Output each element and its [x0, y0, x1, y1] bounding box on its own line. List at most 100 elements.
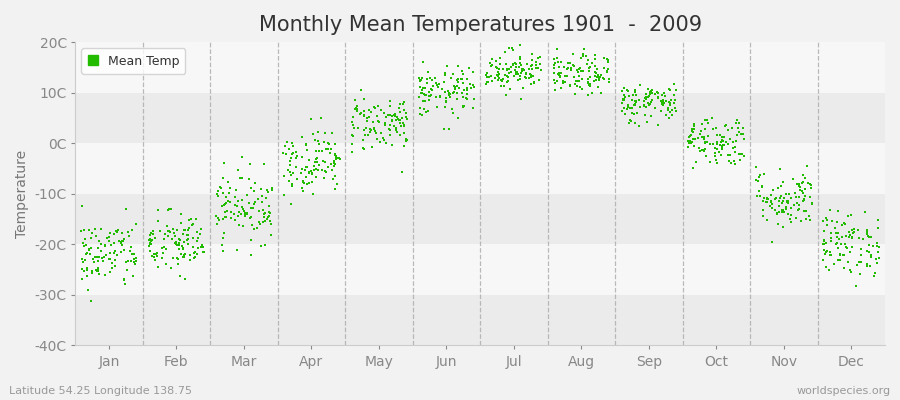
- Point: [81, 287, 95, 293]
- Point: [346, 132, 360, 138]
- Point: [629, 99, 643, 105]
- Point: [520, 61, 535, 68]
- Point: [196, 243, 211, 250]
- Point: [718, 139, 733, 145]
- Point: [377, 110, 392, 116]
- Point: [830, 239, 844, 246]
- Point: [845, 227, 859, 233]
- Point: [500, 78, 515, 84]
- Point: [831, 245, 845, 252]
- Point: [377, 136, 392, 143]
- Point: [362, 106, 376, 113]
- Point: [663, 102, 678, 108]
- Point: [851, 259, 866, 265]
- Point: [629, 98, 643, 104]
- Point: [581, 64, 596, 71]
- Point: [525, 62, 539, 68]
- Point: [625, 109, 639, 116]
- Point: [724, 160, 738, 167]
- Point: [854, 246, 868, 252]
- Point: [602, 79, 616, 86]
- Point: [210, 191, 224, 198]
- Point: [294, 154, 309, 160]
- Point: [551, 59, 565, 65]
- Point: [521, 74, 535, 81]
- Point: [519, 70, 534, 76]
- Point: [592, 76, 607, 82]
- Point: [295, 185, 310, 192]
- Point: [640, 119, 654, 126]
- Point: [117, 276, 131, 283]
- Point: [249, 225, 264, 231]
- Point: [85, 270, 99, 276]
- Point: [417, 90, 431, 97]
- Point: [456, 102, 471, 109]
- Point: [616, 88, 630, 94]
- Point: [583, 64, 598, 70]
- Point: [248, 188, 262, 194]
- Point: [512, 64, 526, 70]
- Point: [397, 107, 411, 114]
- Point: [632, 122, 646, 129]
- Point: [691, 134, 706, 141]
- Point: [597, 55, 611, 61]
- Point: [260, 216, 274, 222]
- Point: [716, 134, 731, 140]
- Point: [142, 240, 157, 246]
- Point: [860, 248, 874, 254]
- Point: [422, 92, 436, 99]
- Point: [737, 152, 751, 159]
- Point: [211, 215, 225, 222]
- Point: [212, 184, 227, 190]
- Point: [692, 148, 706, 154]
- Point: [847, 226, 861, 232]
- Point: [155, 244, 169, 251]
- Point: [400, 116, 414, 122]
- Point: [454, 76, 469, 83]
- Point: [514, 96, 528, 102]
- Point: [399, 114, 413, 120]
- Point: [626, 102, 641, 108]
- Point: [258, 218, 273, 224]
- Point: [556, 77, 571, 84]
- Point: [593, 72, 608, 78]
- Point: [395, 169, 410, 176]
- Point: [98, 272, 112, 278]
- Point: [146, 231, 160, 237]
- Point: [295, 178, 310, 184]
- Point: [212, 217, 226, 223]
- Point: [860, 232, 875, 239]
- Point: [560, 73, 574, 80]
- Point: [716, 142, 730, 148]
- Point: [392, 116, 407, 123]
- Point: [796, 172, 811, 178]
- Point: [866, 242, 880, 249]
- Point: [389, 127, 403, 133]
- Point: [158, 261, 173, 268]
- Point: [781, 211, 796, 217]
- Point: [189, 237, 203, 244]
- Point: [697, 148, 711, 154]
- Point: [413, 84, 428, 90]
- Point: [309, 166, 323, 172]
- Point: [84, 235, 98, 241]
- Point: [567, 63, 581, 70]
- Point: [659, 98, 673, 104]
- Point: [842, 234, 856, 240]
- Point: [831, 230, 845, 236]
- Point: [776, 198, 790, 204]
- Point: [256, 206, 270, 213]
- Point: [124, 258, 139, 264]
- Point: [562, 82, 577, 88]
- Bar: [75, 42, 885, 93]
- Point: [108, 247, 122, 254]
- Point: [640, 94, 654, 100]
- Point: [642, 102, 656, 108]
- Point: [451, 76, 465, 82]
- Point: [615, 108, 629, 114]
- Point: [550, 46, 564, 52]
- Point: [644, 88, 659, 94]
- Point: [162, 228, 176, 234]
- Point: [414, 90, 428, 96]
- Point: [621, 102, 635, 108]
